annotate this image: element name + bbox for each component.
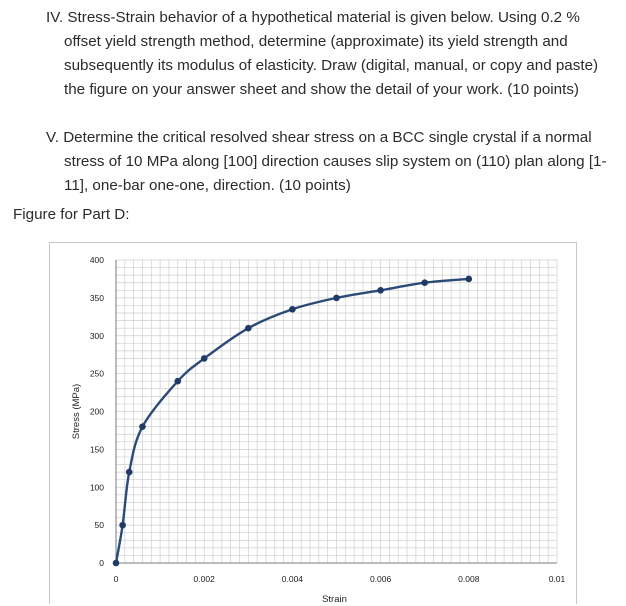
y-tick-label: 250 [90, 369, 104, 379]
data-point [465, 275, 473, 283]
question-iv: IV. Stress-Strain behavior of a hypothet… [46, 6, 618, 102]
chart-grid [115, 259, 558, 564]
question-number: IV. [46, 9, 64, 26]
question-v: V. Determine the critical resolved shear… [46, 126, 618, 198]
data-point [333, 294, 340, 302]
y-tick-label: 50 [95, 520, 105, 530]
data-point [119, 521, 126, 529]
data-point [421, 279, 429, 287]
y-tick-label: 150 [90, 444, 104, 454]
data-point [245, 324, 252, 332]
question-number: V. [46, 129, 59, 146]
question-text: Determine the critical resolved shear st… [63, 129, 607, 194]
chart-frame [49, 242, 577, 604]
chart-series [112, 275, 473, 567]
x-axis-title: Strain [322, 594, 347, 605]
data-point [377, 287, 384, 294]
data-point [139, 423, 146, 430]
question-text: Stress-Strain behavior of a hypothetical… [64, 9, 599, 98]
x-tick-label: 0.008 [458, 574, 480, 584]
x-tick-label: 0.004 [282, 574, 304, 584]
data-point [174, 377, 182, 385]
data-point [125, 468, 133, 476]
series-line [114, 277, 469, 564]
data-point [112, 559, 120, 567]
y-tick-label: 300 [90, 331, 104, 341]
y-tick-label: 200 [90, 407, 104, 417]
y-tick-label: 100 [90, 482, 104, 492]
chart-tick-labels: 0 0.002 0.004 0.006 0.008 0.01 0 50 100 150 200 250… [90, 255, 566, 584]
x-tick-label: 0.006 [370, 574, 392, 584]
y-tick-label: 400 [90, 255, 104, 265]
x-tick-label: 0.01 [549, 574, 566, 584]
y-tick-label: 0 [99, 558, 104, 568]
figure-label: Figure for Part D: [13, 206, 130, 223]
x-tick-label: 0.002 [194, 574, 216, 584]
data-point [200, 355, 208, 362]
x-tick-label: 0 [114, 574, 119, 584]
y-tick-label: 350 [90, 293, 104, 303]
chart-axes [115, 260, 557, 564]
data-point [289, 305, 296, 313]
y-axis-title: Stress (MPa) [71, 384, 82, 439]
